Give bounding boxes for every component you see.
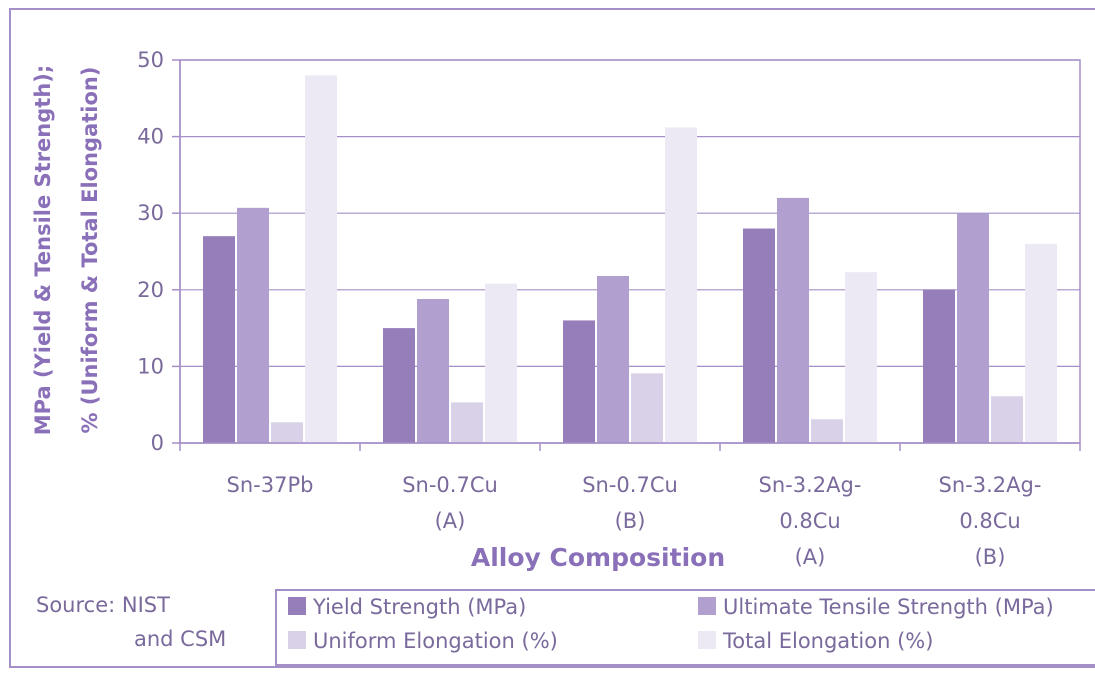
bar	[777, 197, 809, 443]
bar	[203, 236, 235, 443]
y-tick-label: 10	[137, 354, 164, 378]
legend-label: Total Elongation (%)	[722, 629, 933, 653]
legend-box	[275, 589, 1095, 666]
x-axis-label: Alloy Composition	[471, 543, 725, 572]
y-tick-label: 30	[137, 201, 164, 225]
axes	[172, 59, 1081, 451]
legend-label: Ultimate Tensile Strength (MPa)	[723, 595, 1054, 619]
legend-label: Yield Strength (MPa)	[312, 595, 526, 619]
legend-swatch	[288, 597, 306, 615]
x-tick-label: Sn-0.7Cu	[402, 473, 498, 497]
y-tick-label: 0	[151, 431, 164, 455]
y-tick-label: 20	[137, 278, 164, 302]
source-line-1: Source: NIST	[36, 593, 170, 617]
x-tick-label: (B)	[615, 509, 646, 533]
legend-swatch	[698, 631, 716, 649]
bar	[417, 298, 449, 443]
bar	[597, 276, 629, 443]
legend-label: Uniform Elongation (%)	[313, 629, 558, 653]
legend-swatch	[698, 597, 716, 615]
y-tick-label: 50	[137, 48, 164, 72]
bar	[383, 328, 415, 443]
chart-frame	[9, 8, 1095, 668]
bar	[1025, 243, 1057, 443]
legend: Yield Strength (MPa) Ultimate Tensile Str…	[288, 595, 1054, 653]
bar	[845, 272, 877, 443]
bar	[665, 127, 697, 444]
y-axis-label-line2: % (Uniform & Total Elongation)	[78, 67, 102, 434]
bar	[923, 289, 955, 443]
bar	[811, 419, 843, 443]
bar	[237, 207, 269, 443]
x-tick-label: (B)	[975, 545, 1006, 569]
bar	[563, 320, 595, 443]
bar	[957, 213, 989, 443]
bar	[305, 75, 337, 443]
x-tick-label: Sn-3.2Ag-	[939, 473, 1042, 497]
bar	[743, 228, 775, 443]
bar	[271, 422, 303, 443]
x-tick-label: 0.8Cu	[779, 509, 840, 533]
legend-swatch	[288, 631, 306, 649]
bars	[203, 75, 1057, 444]
x-tick-label: 0.8Cu	[959, 509, 1020, 533]
y-tick-label: 40	[137, 125, 164, 149]
x-tick-label: Sn-0.7Cu	[582, 473, 678, 497]
bar	[485, 283, 517, 443]
x-tick-label: (A)	[795, 545, 826, 569]
y-axis-label-line1: MPa (Yield & Tensile Strength);	[31, 65, 55, 436]
labels: 0 10 20 30 40 50 Sn-37Pb Sn-0.7Cu (A) Sn-0.7Cu (B)…	[137, 48, 1041, 569]
bar	[451, 402, 483, 443]
source-line-2: and CSM	[134, 627, 226, 651]
bar	[991, 396, 1023, 443]
bar	[631, 373, 663, 443]
x-tick-label: Sn-37Pb	[227, 473, 314, 497]
x-tick-label: (A)	[435, 509, 466, 533]
x-tick-label: Sn-3.2Ag-	[759, 473, 862, 497]
